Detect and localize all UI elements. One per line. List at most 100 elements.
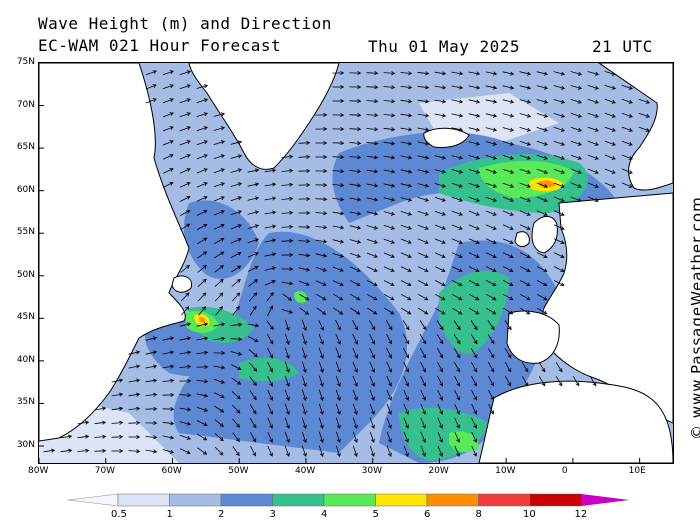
wave-direction-arrow — [485, 127, 498, 132]
wave-direction-arrow — [487, 362, 495, 373]
wave-direction-arrow — [536, 196, 548, 202]
wave-direction-arrow — [437, 403, 443, 415]
wave-direction-arrow — [213, 112, 226, 117]
wave-height-legend: 0.5 1 2 3 4 5 6 8 10 12 — [67, 492, 633, 522]
wave-direction-arrow — [417, 252, 429, 258]
wave-direction-arrow — [366, 197, 379, 202]
wave-direction-arrow — [315, 239, 328, 244]
wave-direction-arrow — [570, 182, 582, 188]
wave-direction-arrow — [468, 113, 481, 118]
wave-direction-arrow — [179, 350, 192, 355]
forecast-time: 21 UTC — [592, 37, 653, 56]
wave-direction-arrow — [298, 182, 311, 187]
wave-direction-arrow — [434, 196, 446, 202]
longitude-label: 10W — [495, 466, 516, 476]
wave-direction-arrow — [249, 390, 257, 401]
wave-direction-arrow — [298, 253, 311, 258]
wave-direction-arrow — [250, 446, 257, 457]
wave-direction-arrow — [232, 432, 240, 443]
wave-direction-arrow — [214, 405, 225, 413]
wave-direction-arrow — [94, 420, 107, 425]
wave-direction-arrow — [383, 71, 396, 76]
wave-direction-arrow — [553, 140, 565, 146]
wave-direction-arrow — [485, 182, 497, 188]
wave-direction-arrow — [196, 393, 209, 398]
credit-text: © www.PassageWeather.com — [688, 196, 700, 440]
wave-direction-arrow — [318, 389, 324, 401]
wave-direction-arrow — [417, 71, 430, 76]
wave-direction-arrow — [196, 210, 208, 216]
wave-direction-arrow — [453, 362, 461, 373]
wave-direction-arrow — [536, 252, 548, 258]
wave-direction-arrow — [386, 431, 392, 443]
wave-direction-arrow — [369, 361, 375, 373]
wave-direction-arrow — [281, 168, 294, 173]
longitude-label: 10E — [628, 466, 646, 476]
wave-direction-arrow — [335, 445, 341, 457]
latitude-label: 30N — [16, 439, 35, 450]
wave-direction-arrow — [434, 155, 447, 160]
legend-label: 1 — [166, 509, 173, 520]
wave-direction-arrow — [519, 85, 532, 90]
wave-direction-arrow — [213, 140, 226, 145]
wave-direction-arrow — [214, 292, 224, 302]
wave-direction-arrow — [301, 361, 307, 374]
wave-direction-arrow — [213, 126, 226, 131]
wave-direction-arrow — [400, 266, 412, 272]
wave-direction-arrow — [519, 252, 531, 258]
legend-label: 10 — [523, 509, 536, 520]
wave-direction-arrow — [232, 446, 240, 457]
wave-direction-arrow — [315, 169, 328, 174]
wave-direction-arrow — [367, 293, 378, 301]
wave-direction-arrow — [230, 238, 242, 244]
wave-direction-arrow — [214, 419, 224, 427]
wave-direction-arrow — [468, 266, 480, 272]
wave-direction-arrow — [179, 364, 192, 369]
wave-direction-arrow — [434, 99, 447, 104]
wave-direction-arrow — [553, 85, 566, 90]
wave-direction-arrow — [553, 154, 565, 160]
wave-direction-arrow — [231, 377, 242, 385]
wave-direction-arrow — [145, 421, 158, 426]
wave-direction-arrow — [386, 417, 392, 429]
wave-direction-arrow — [284, 403, 290, 415]
wave-direction-arrow — [335, 389, 341, 401]
wave-direction-arrow — [94, 406, 107, 411]
wave-direction-arrow — [332, 239, 345, 244]
legend-colorbar — [67, 493, 630, 507]
wave-direction-arrow — [604, 126, 616, 132]
wave-direction-arrow — [335, 319, 341, 331]
wave-direction-arrow — [180, 223, 191, 231]
wave-direction-arrow — [451, 224, 463, 230]
wave-direction-arrow — [230, 251, 242, 258]
wave-direction-arrow — [502, 141, 515, 146]
wave-direction-arrow — [553, 238, 565, 244]
wave-height-map — [38, 62, 674, 464]
wave-direction-arrow — [468, 71, 481, 76]
wave-direction-arrow — [213, 224, 225, 230]
wave-direction-arrow — [536, 154, 548, 160]
wave-direction-arrow — [570, 196, 582, 202]
wave-direction-arrow — [332, 98, 345, 104]
wave-direction-arrow — [315, 197, 328, 202]
wave-direction-arrow — [349, 239, 362, 244]
wave-direction-arrow — [197, 447, 208, 455]
wave-direction-arrow — [162, 350, 175, 355]
wave-direction-arrow — [400, 238, 412, 244]
wave-direction-arrow — [284, 417, 290, 429]
wave-direction-arrow — [485, 252, 497, 258]
wave-direction-arrow — [162, 98, 174, 104]
wave-direction-arrow — [502, 210, 514, 216]
wave-direction-arrow — [519, 127, 532, 132]
wave-direction-arrow — [383, 211, 396, 216]
wave-direction-arrow — [383, 169, 396, 174]
wave-direction-arrow — [266, 291, 274, 302]
wave-direction-arrow — [553, 210, 565, 216]
wave-direction-arrow — [604, 140, 616, 146]
wave-direction-arrow — [436, 348, 444, 359]
wave-direction-arrow — [267, 403, 273, 415]
wave-direction-arrow — [403, 417, 409, 429]
wave-direction-arrow — [604, 168, 616, 174]
legend-label: 12 — [574, 509, 588, 520]
wave-direction-arrow — [488, 389, 495, 401]
